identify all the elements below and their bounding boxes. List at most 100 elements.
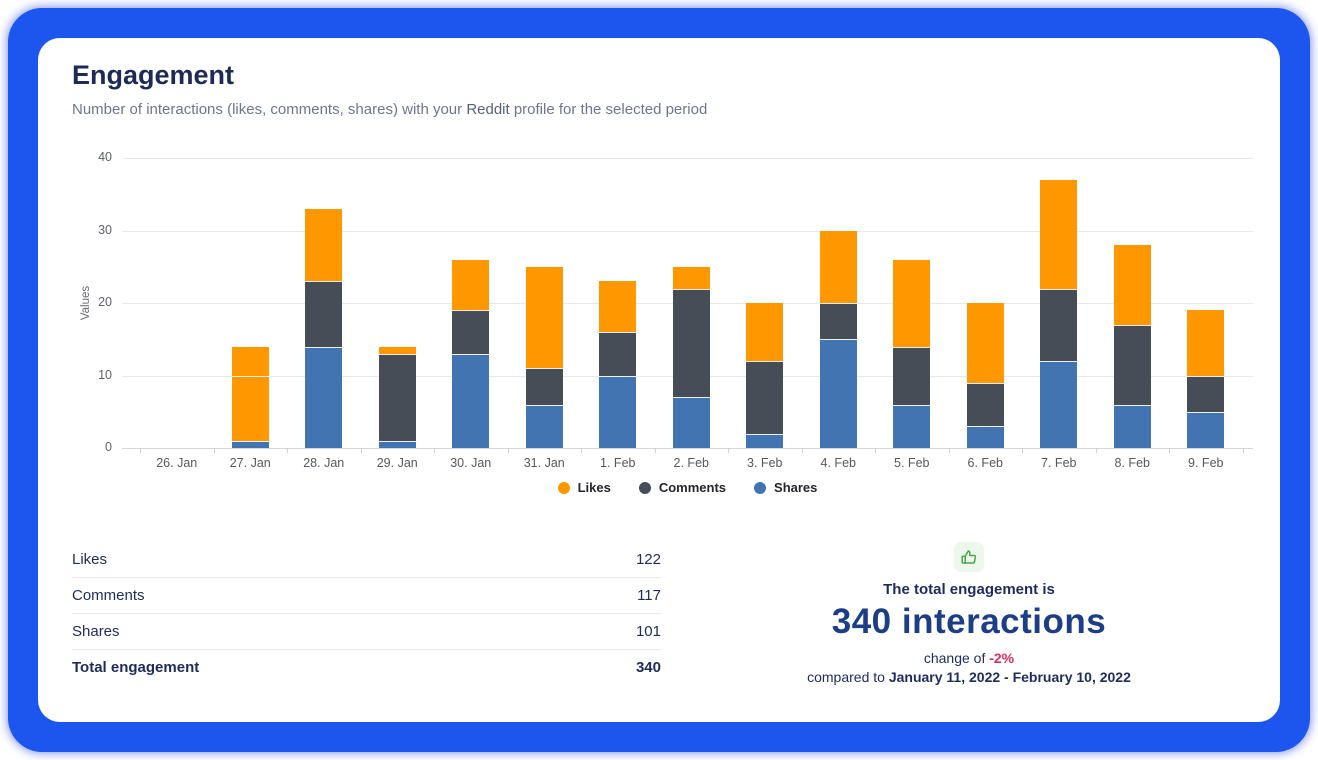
bar-segment-likes[interactable] [525,266,563,369]
bar-segment-shares[interactable] [1040,361,1078,448]
bar-segment-separator [525,404,563,406]
bar-segment-separator [966,382,1004,384]
legend-item-shares[interactable]: Shares [754,480,817,495]
summary-row-shares: Shares 101 [72,614,661,650]
bar-segment-comments[interactable] [452,310,490,354]
x-axis-tick [581,448,582,453]
bar-segment-separator [305,281,343,283]
bar-segment-shares[interactable] [893,404,931,448]
legend-label: Shares [774,480,818,495]
x-category-label: 28. Jan [303,456,345,470]
x-category-label: 7. Feb [1041,456,1077,470]
legend-label: Comments [658,480,727,495]
bar-segment-comments[interactable] [1040,288,1078,361]
legend-item-comments[interactable]: Comments [638,480,727,495]
bar-segment-comments[interactable] [1113,324,1151,405]
bar-segment-comments[interactable] [746,361,784,434]
total-engagement-panel: The total engagement is 340 interactions… [759,542,1179,685]
x-axis-tick [1242,448,1244,453]
bar-segment-comments[interactable] [305,281,343,347]
bar-segment-likes[interactable] [1113,245,1151,325]
x-axis-tick [507,448,509,453]
bar-segment-separator [1040,361,1078,362]
bar-segment-shares[interactable] [819,339,857,448]
bar-segment-separator [452,310,490,312]
bar-segment-likes[interactable] [378,346,416,354]
bar-segment-likes[interactable] [231,346,269,376]
summary-row-value: 122 [635,551,661,568]
bar-segment-shares[interactable] [599,375,637,448]
bar-segment-likes[interactable] [1187,310,1225,376]
bar-segment-likes[interactable] [893,259,931,347]
bar-segment-comments[interactable] [231,375,269,441]
chart-legend: Likes Comments Shares [122,480,1253,495]
bar-segment-likes[interactable] [305,208,343,282]
bar-segment-comments[interactable] [599,332,637,376]
summary-row-label: Comments [72,587,145,604]
x-category-label: 1. Feb [600,456,636,470]
bar-segment-shares[interactable] [746,433,784,448]
bar-segment-separator [1040,288,1078,290]
bar-segment-shares[interactable] [231,440,269,448]
summary-row-label: Total engagement [72,659,200,676]
legend-item-likes[interactable]: Likes [557,480,611,495]
compared-line: compared to January 11, 2022 - February … [759,669,1179,685]
x-axis-tick [801,448,803,453]
x-category-label: 3. Feb [747,456,783,470]
x-category-label: 6. Feb [967,456,1003,470]
bar-segment-separator [746,433,784,435]
bar-segment-separator [819,339,857,341]
x-category-label: 27. Jan [229,456,271,470]
bar-segment-separator [231,375,269,377]
bar-segment-separator [893,346,931,348]
summary-row-value: 340 [635,659,661,676]
bar-segment-comments[interactable] [672,288,710,398]
shares-legend-dot-icon [754,481,767,494]
bar-segment-comments[interactable] [819,303,857,340]
bar-segment-shares[interactable] [305,346,343,448]
bar-segment-separator [746,361,784,362]
bar-segment-shares[interactable] [672,397,710,448]
total-engagement-heading: The total engagement is [883,581,1055,598]
bar-segment-comments[interactable] [1187,375,1225,412]
summary-row-label: Likes [72,551,108,568]
bar-segment-shares[interactable] [1113,404,1151,448]
bar-segment-separator [525,368,563,370]
bar-segment-comments[interactable] [893,346,931,405]
bar-segment-separator [672,288,710,290]
bar-segment-likes[interactable] [966,303,1004,383]
change-percent: -2% [989,650,1015,666]
bar-segment-likes[interactable] [599,281,637,332]
bar-segment-separator [1113,404,1151,406]
bar-segment-comments[interactable] [378,353,416,441]
x-axis-tick [434,448,435,453]
bar-segment-likes[interactable] [672,266,710,289]
y-tick-label: 0 [105,440,112,454]
bar-segment-shares[interactable] [1187,411,1225,448]
x-category-label: 2. Feb [673,456,709,470]
bar-segment-separator [305,346,343,348]
bar-segment-comments[interactable] [525,368,563,405]
x-axis-tick [1169,448,1170,453]
likes-legend-dot-icon [557,481,570,494]
bar-segment-shares[interactable] [966,426,1004,448]
x-axis-tick [1022,448,1023,453]
bar-segment-comments[interactable] [966,382,1004,427]
bar-segment-shares[interactable] [452,353,490,448]
change-line: change of -2% [759,650,1179,666]
x-axis-tick [140,448,141,453]
bar-segment-shares[interactable] [525,404,563,448]
x-category-label: 4. Feb [820,456,856,470]
bar-segment-separator [1187,411,1225,413]
bar-segment-likes[interactable] [819,230,857,303]
total-interactions-value: 340 interactions [831,602,1107,641]
bar-segment-likes[interactable] [452,259,490,311]
bar-segment-likes[interactable] [1040,179,1078,289]
bar-segment-likes[interactable] [746,303,784,361]
bar-segment-shares[interactable] [378,440,416,448]
x-axis-tick [654,448,656,453]
x-axis-tick [948,448,950,453]
y-tick-label: 40 [98,150,112,164]
bar-segment-separator [599,375,637,377]
bar-segment-separator [893,404,931,406]
